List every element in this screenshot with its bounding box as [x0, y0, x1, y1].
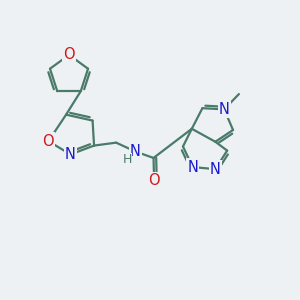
Text: H: H	[122, 153, 132, 166]
Text: O: O	[63, 47, 75, 62]
Text: O: O	[148, 173, 160, 188]
Text: O: O	[43, 134, 54, 149]
Text: N: N	[65, 147, 76, 162]
Text: N: N	[219, 102, 230, 117]
Text: N: N	[210, 162, 221, 177]
Text: N: N	[130, 144, 141, 159]
Text: N: N	[187, 160, 198, 175]
